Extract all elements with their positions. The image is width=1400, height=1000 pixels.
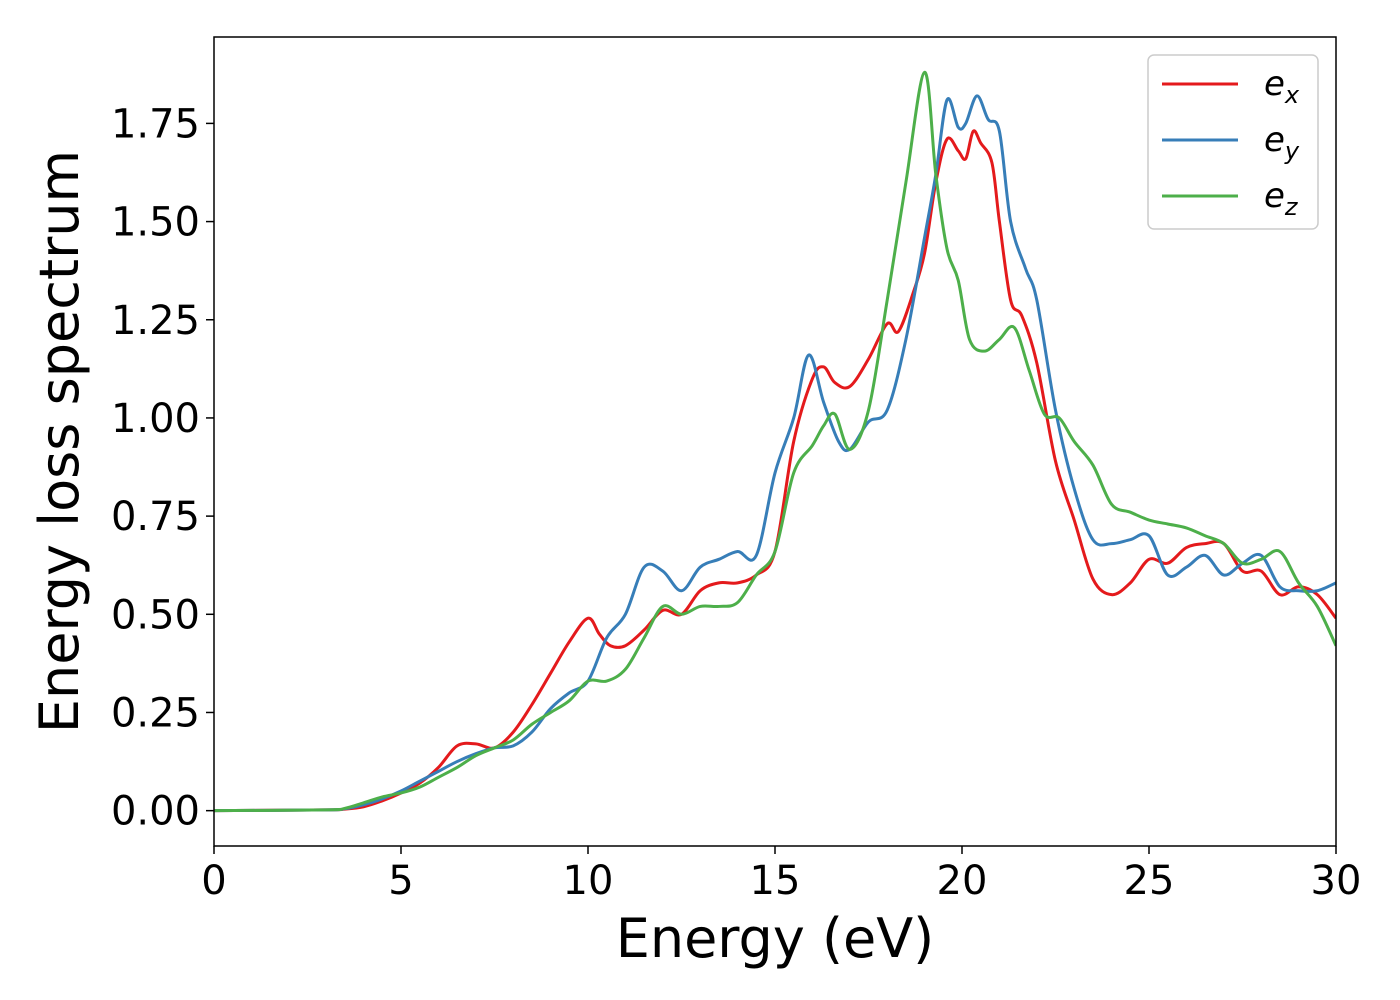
- x-tick-label: 30: [1311, 858, 1362, 904]
- legend-label-ey: ey: [1264, 120, 1300, 165]
- y-tick-label: 1.00: [111, 396, 200, 442]
- y-tick-label: 1.50: [111, 200, 200, 246]
- plot-frame: [213, 36, 1337, 847]
- legend-box: [1147, 54, 1319, 230]
- y-tick-label: 0.75: [111, 494, 200, 540]
- y-tick-label: 0.50: [111, 592, 200, 638]
- series-lines: [214, 70, 1336, 813]
- x-tick-label: 15: [750, 858, 801, 904]
- y-tick-label: 1.25: [111, 298, 200, 344]
- x-tick-label: 20: [937, 858, 988, 904]
- legend-label-ez: ez: [1264, 176, 1299, 221]
- x-tick-label: 0: [201, 858, 226, 904]
- y-tick-label: 0.25: [111, 690, 200, 736]
- series-line-ez: [214, 70, 1336, 813]
- x-tick-label: 5: [388, 858, 413, 904]
- y-tick-label: 0.00: [111, 789, 200, 835]
- x-axis-ticks: 0 5 10 15 20 25 30: [201, 846, 1361, 904]
- legend-label-ex: ex: [1264, 64, 1300, 109]
- x-axis-title: Energy (eV): [616, 907, 935, 970]
- x-tick-label: 10: [563, 858, 614, 904]
- y-axis-title: Energy loss spectrum: [28, 150, 91, 733]
- x-tick-label: 25: [1124, 858, 1175, 904]
- y-axis-ticks: 0.00 0.25 0.50 0.75 1.00 1.25 1.50 1.75: [111, 101, 214, 835]
- legend: ex ey ez: [1147, 54, 1319, 230]
- y-tick-label: 1.75: [111, 101, 200, 147]
